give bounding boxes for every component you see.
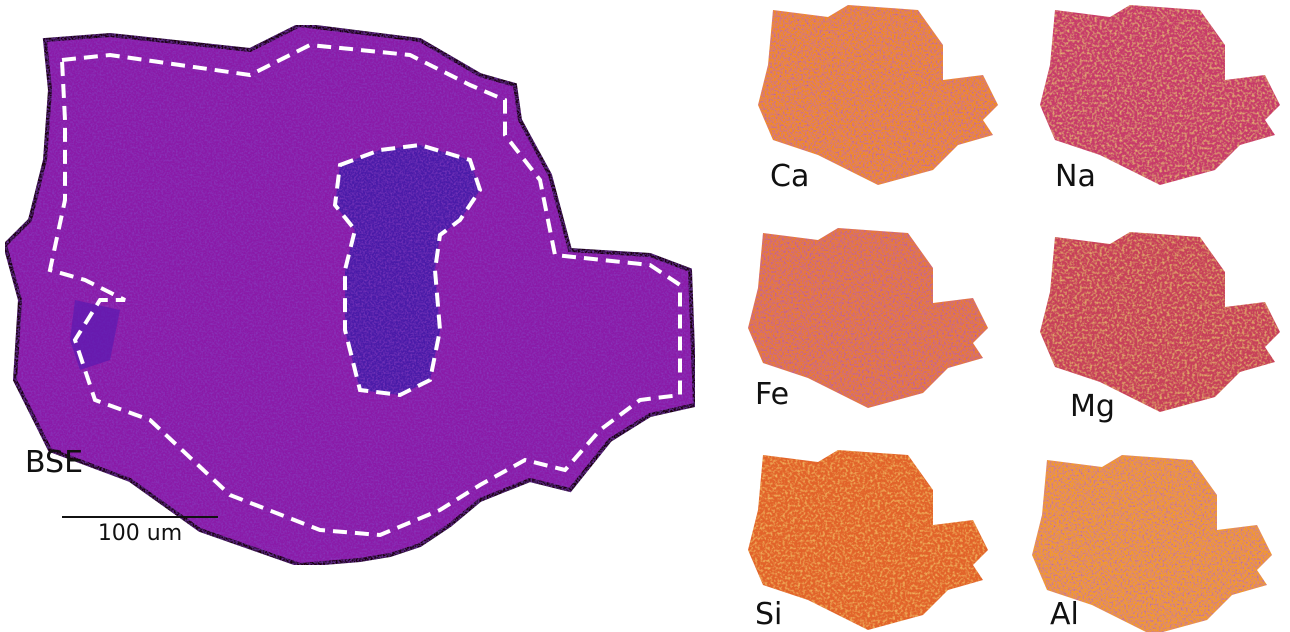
map-si [748,450,988,630]
map-label: Mg [1070,389,1115,424]
image-label: BSE [25,445,83,480]
map-mg [1040,232,1280,412]
map-label: Na [1055,159,1096,194]
figure: BSE 100 um Ca Na Fe Mg Si Al [0,0,1290,632]
map-label: Si [755,597,782,632]
map-label: Ca [770,159,809,194]
map-na [1040,5,1280,185]
map-label: Fe [755,377,789,412]
map-label: Al [1050,597,1079,632]
bse-image: BSE 100 um [5,25,695,565]
scale-label: 100 um [98,521,182,546]
map-ca [758,5,998,185]
